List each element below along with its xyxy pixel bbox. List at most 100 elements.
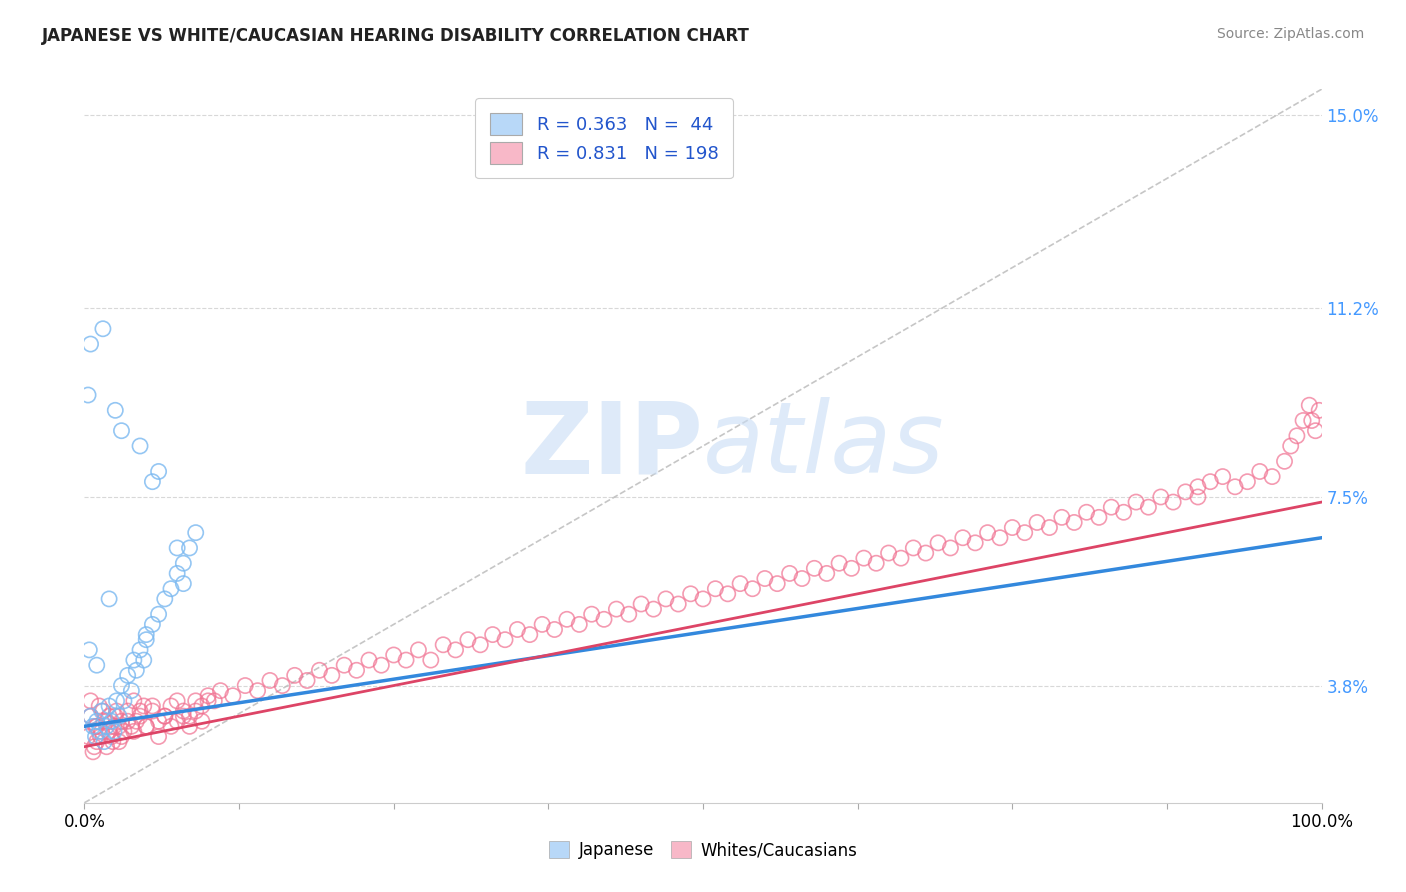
Point (233, 679, 256, 693)
Point (120, 719, 142, 733)
Point (432, 638, 454, 652)
Point (93, 714, 115, 729)
Point (96, 739, 118, 754)
Point (197, 689, 219, 703)
Point (779, 566, 801, 581)
Point (965, 536, 987, 550)
Point (135, 719, 157, 733)
Point (890, 551, 912, 566)
Point (617, 607, 640, 622)
Point (89, 698, 111, 713)
Point (86, 734, 108, 748)
Point (222, 689, 245, 703)
Point (91, 704, 114, 718)
Point (110, 424, 132, 438)
Point (141, 617, 163, 632)
Point (104, 709, 127, 723)
Point (86, 658, 108, 673)
Text: ZIP: ZIP (520, 398, 703, 494)
Point (1076, 505, 1098, 519)
Point (105, 704, 128, 718)
Point (172, 556, 194, 570)
Point (1088, 510, 1111, 524)
Point (153, 591, 176, 606)
Point (494, 632, 516, 647)
Point (166, 566, 188, 581)
Point (1063, 516, 1085, 530)
Point (135, 632, 157, 647)
Point (1174, 484, 1197, 499)
Point (98, 709, 121, 723)
Point (790, 572, 813, 586)
Point (1026, 516, 1049, 530)
Point (655, 591, 678, 606)
Point (125, 714, 148, 729)
Point (104, 403, 127, 417)
Point (357, 653, 380, 667)
Point (125, 663, 148, 677)
Point (103, 724, 125, 739)
Point (153, 709, 176, 723)
Point (108, 719, 131, 733)
Point (101, 734, 124, 748)
Point (160, 582, 183, 596)
Legend: Japanese, Whites/Caucasians: Japanese, Whites/Caucasians (541, 834, 865, 866)
Point (129, 704, 152, 718)
Point (506, 623, 529, 637)
Point (419, 653, 441, 667)
Point (100, 714, 122, 729)
Point (135, 627, 157, 641)
Point (1099, 500, 1122, 515)
Point (79, 694, 101, 708)
Point (117, 668, 139, 682)
Point (100, 730, 122, 744)
Point (1249, 465, 1271, 479)
Point (581, 607, 603, 622)
Point (160, 698, 183, 713)
Point (679, 587, 702, 601)
Point (1292, 413, 1315, 427)
Point (172, 704, 194, 718)
Point (815, 566, 838, 581)
Point (112, 694, 135, 708)
Point (89, 724, 111, 739)
Point (160, 719, 183, 733)
Point (259, 673, 281, 688)
Point (79, 337, 101, 351)
Point (988, 531, 1011, 545)
Point (284, 668, 307, 682)
Point (865, 556, 887, 570)
Point (568, 617, 591, 632)
Text: atlas: atlas (703, 398, 945, 494)
Point (105, 694, 128, 708)
Point (129, 643, 152, 657)
Point (117, 704, 139, 718)
Point (148, 714, 170, 729)
Point (209, 683, 232, 698)
Point (593, 612, 616, 626)
Point (1308, 403, 1330, 417)
Point (1279, 439, 1302, 453)
Point (766, 576, 789, 591)
Point (1014, 525, 1036, 540)
Text: JAPANESE VS WHITE/CAUCASIAN HEARING DISABILITY CORRELATION CHART: JAPANESE VS WHITE/CAUCASIAN HEARING DISA… (42, 27, 749, 45)
Point (110, 714, 132, 729)
Point (141, 475, 163, 489)
Point (666, 597, 689, 611)
Point (129, 439, 152, 453)
Point (939, 541, 962, 555)
Point (77, 388, 100, 402)
Point (112, 724, 135, 739)
Point (141, 704, 163, 718)
Point (172, 576, 194, 591)
Point (166, 541, 188, 555)
Point (1236, 475, 1258, 489)
Point (148, 730, 170, 744)
Point (1261, 469, 1284, 483)
Point (166, 714, 188, 729)
Point (1050, 510, 1073, 524)
Point (96, 719, 118, 733)
Point (179, 719, 201, 733)
Point (202, 694, 225, 708)
Point (191, 714, 214, 729)
